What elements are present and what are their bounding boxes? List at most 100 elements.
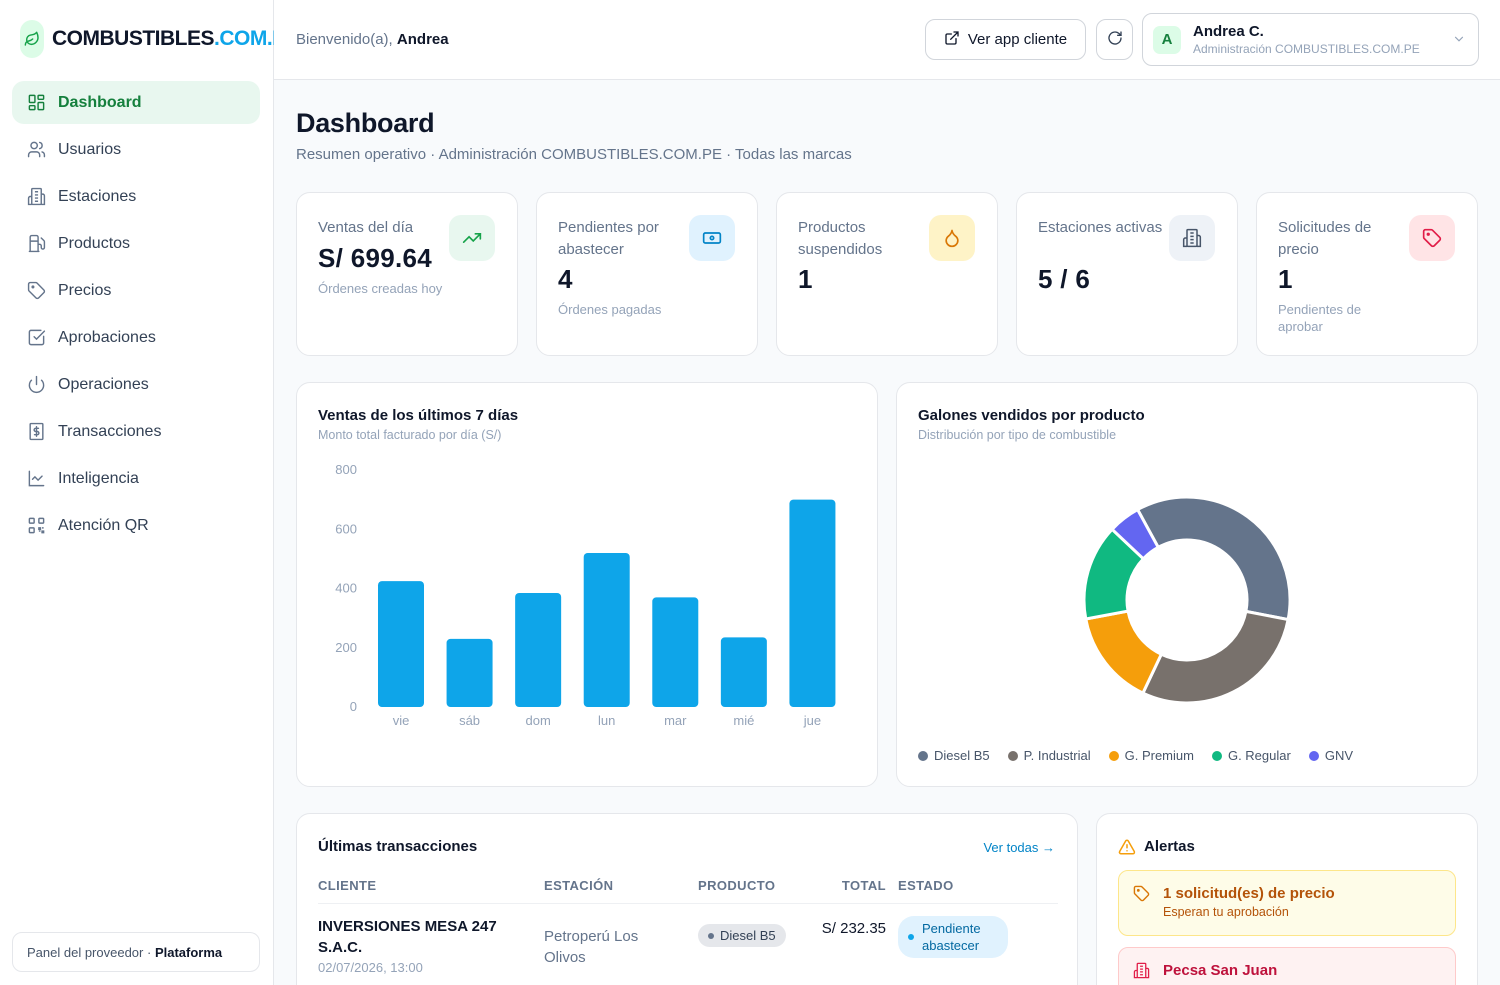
kpi-note: Pendientes de aprobar (1278, 302, 1362, 334)
sidebar-item-atencion-qr[interactable]: Atención QR (12, 504, 260, 547)
kpi-label: Estaciones activas (1038, 219, 1163, 236)
check-square-icon (26, 328, 46, 348)
kpi-value: 4 (558, 264, 573, 294)
kpi-note: Órdenes pagadas (558, 302, 662, 317)
alert-item-station[interactable]: Pecsa San Juan (1118, 947, 1456, 985)
transactions-title: Últimas transacciones (318, 838, 478, 855)
legend-swatch (1007, 750, 1018, 761)
warning-icon (1118, 838, 1136, 861)
column-header[interactable]: ESTADO (898, 878, 1058, 904)
transactions-table: CLIENTE ESTACIÓN PRODUCTO TOTAL ESTADO I… (318, 878, 1058, 975)
page-title: Dashboard (296, 108, 435, 138)
alert-title: Pecsa San Juan (1163, 962, 1278, 979)
sidebar-item-operaciones[interactable]: Operaciones (12, 363, 260, 406)
see-all-transactions-link[interactable]: Ver todas → (983, 840, 1055, 855)
brand-logo[interactable]: COMBUSTIBLES.COM.PE (20, 20, 300, 58)
page-subtitle: Resumen operativo · Administración COMBU… (296, 146, 852, 163)
user-name: Andrea C. (1193, 23, 1264, 40)
sidebar-item-label: Inteligencia (58, 469, 139, 487)
sidebar-item-label: Transacciones (58, 422, 162, 440)
column-header[interactable]: ESTACIÓN (544, 878, 698, 904)
sidebar-item-usuarios[interactable]: Usuarios (12, 128, 260, 171)
x-tick-label: mar (664, 713, 687, 728)
legend-swatch (1108, 750, 1119, 761)
alert-subtitle: Esperan tu aprobación (1163, 905, 1289, 919)
column-header[interactable]: PRODUCTO (698, 878, 818, 904)
alert-item-price-requests[interactable]: 1 solicitud(es) de precio Esperan tu apr… (1118, 870, 1456, 936)
tag-icon (26, 281, 46, 301)
kpi-card-solicitudes-precio: Solicitudes de precio 1 Pendientes de ap… (1256, 192, 1478, 356)
sidebar-item-dashboard[interactable]: Dashboard (12, 81, 260, 124)
legend-label: G. Premium (1124, 748, 1194, 763)
user-menu[interactable]: A Andrea C. Administración COMBUSTIBLES.… (1142, 13, 1479, 66)
column-header[interactable]: CLIENTE (318, 878, 544, 904)
layout-grid-icon (26, 93, 46, 113)
avatar: A (1153, 25, 1181, 54)
alerts-card: Alertas 1 solicitud(es) de precio Espera… (1096, 813, 1478, 985)
sidebar-item-inteligencia[interactable]: Inteligencia (12, 457, 260, 500)
y-tick-label: 0 (350, 699, 357, 714)
legend-label: GNV (1324, 748, 1353, 763)
sidebar-item-label: Usuarios (58, 140, 122, 158)
y-tick-label: 800 (335, 462, 357, 477)
sidebar-item-estaciones[interactable]: Estaciones (12, 175, 260, 218)
legend-item: G. Premium (1108, 748, 1194, 763)
kpi-label: Pendientes por abastecer (558, 219, 659, 258)
kpi-note: Órdenes creadas hoy (318, 281, 443, 296)
bar (378, 581, 424, 707)
legend-swatch (1308, 750, 1319, 761)
sidebar-item-label: Precios (58, 281, 112, 299)
donut-slice (1140, 609, 1290, 705)
line-chart-icon (26, 469, 46, 489)
transactions-card: Últimas transacciones Ver todas → CLIENT… (296, 813, 1078, 985)
user-role: Administración COMBUSTIBLES.COM.PE (1193, 42, 1420, 56)
bar (720, 637, 767, 707)
legend-label: P. Industrial (1023, 748, 1091, 763)
y-tick-label: 400 (335, 581, 357, 596)
kpi-value: 5 / 6 (1038, 264, 1091, 294)
transaction-date: 02/07/2026, 13:00 (318, 960, 423, 975)
welcome-message: Bienvenido(a), Andrea (296, 31, 449, 48)
chart-legend: Diesel B5 P. Industrial G. Premium G. Regul… (918, 748, 1353, 763)
sidebar: COMBUSTIBLES.COM.PE Dashboard Usuarios E… (0, 0, 300, 985)
status-badge: Pendiente abastecer (898, 916, 1008, 958)
bar (446, 638, 493, 707)
building-icon (1169, 215, 1215, 261)
sidebar-item-label: Operaciones (58, 375, 149, 393)
open-client-app-button[interactable]: Ver app cliente (925, 19, 1086, 60)
client-name: INVERSIONES MESA 247 S.A.C. (318, 918, 497, 956)
sidebar-item-precios[interactable]: Precios (12, 269, 260, 312)
qr-code-icon (26, 516, 46, 536)
table-row[interactable]: INVERSIONES MESA 247 S.A.C. 02/07/2026, … (318, 904, 1058, 975)
sidebar-item-label: Aprobaciones (58, 328, 156, 346)
x-tick-label: vie (393, 713, 410, 728)
gallons-chart-card: Galones vendidos por producto Distribuci… (896, 382, 1478, 787)
donut-slice (1135, 495, 1292, 622)
station-name: Petroperú Los Olivos (544, 928, 639, 966)
banknote-icon (689, 215, 735, 261)
provider-panel-badge: Panel del proveedor · Plataforma (12, 932, 260, 972)
brand-name: COMBUSTIBLES.COM.PE (52, 27, 300, 50)
refresh-button[interactable] (1096, 19, 1133, 60)
sidebar-item-transacciones[interactable]: Transacciones (12, 410, 260, 453)
bar (515, 592, 562, 707)
legend-item: G. Regular (1211, 748, 1291, 763)
refresh-icon (1107, 30, 1123, 50)
sidebar-item-productos[interactable]: Productos (12, 222, 260, 265)
alerts-title: Alertas (1144, 838, 1195, 855)
bar (583, 552, 630, 707)
column-header[interactable]: TOTAL (818, 878, 898, 904)
leaf-icon (20, 20, 44, 58)
sidebar-item-aprobaciones[interactable]: Aprobaciones (12, 316, 260, 359)
legend-label: Diesel B5 (934, 748, 990, 763)
sidebar-item-label: Atención QR (58, 516, 149, 534)
chevron-down-icon (1452, 32, 1466, 51)
kpi-card-ventas-dia: Ventas del día S/ 699.64 Órdenes creadas… (296, 192, 518, 356)
external-link-icon (944, 30, 960, 50)
legend-swatch (1211, 750, 1222, 761)
kpi-value: S/ 699.64 (318, 243, 433, 273)
y-tick-label: 200 (335, 640, 357, 655)
kpi-card-productos-suspendidos: Productos suspendidos 1 (776, 192, 998, 356)
bar (652, 597, 699, 707)
chart-title: Galones vendidos por producto (918, 407, 1145, 424)
